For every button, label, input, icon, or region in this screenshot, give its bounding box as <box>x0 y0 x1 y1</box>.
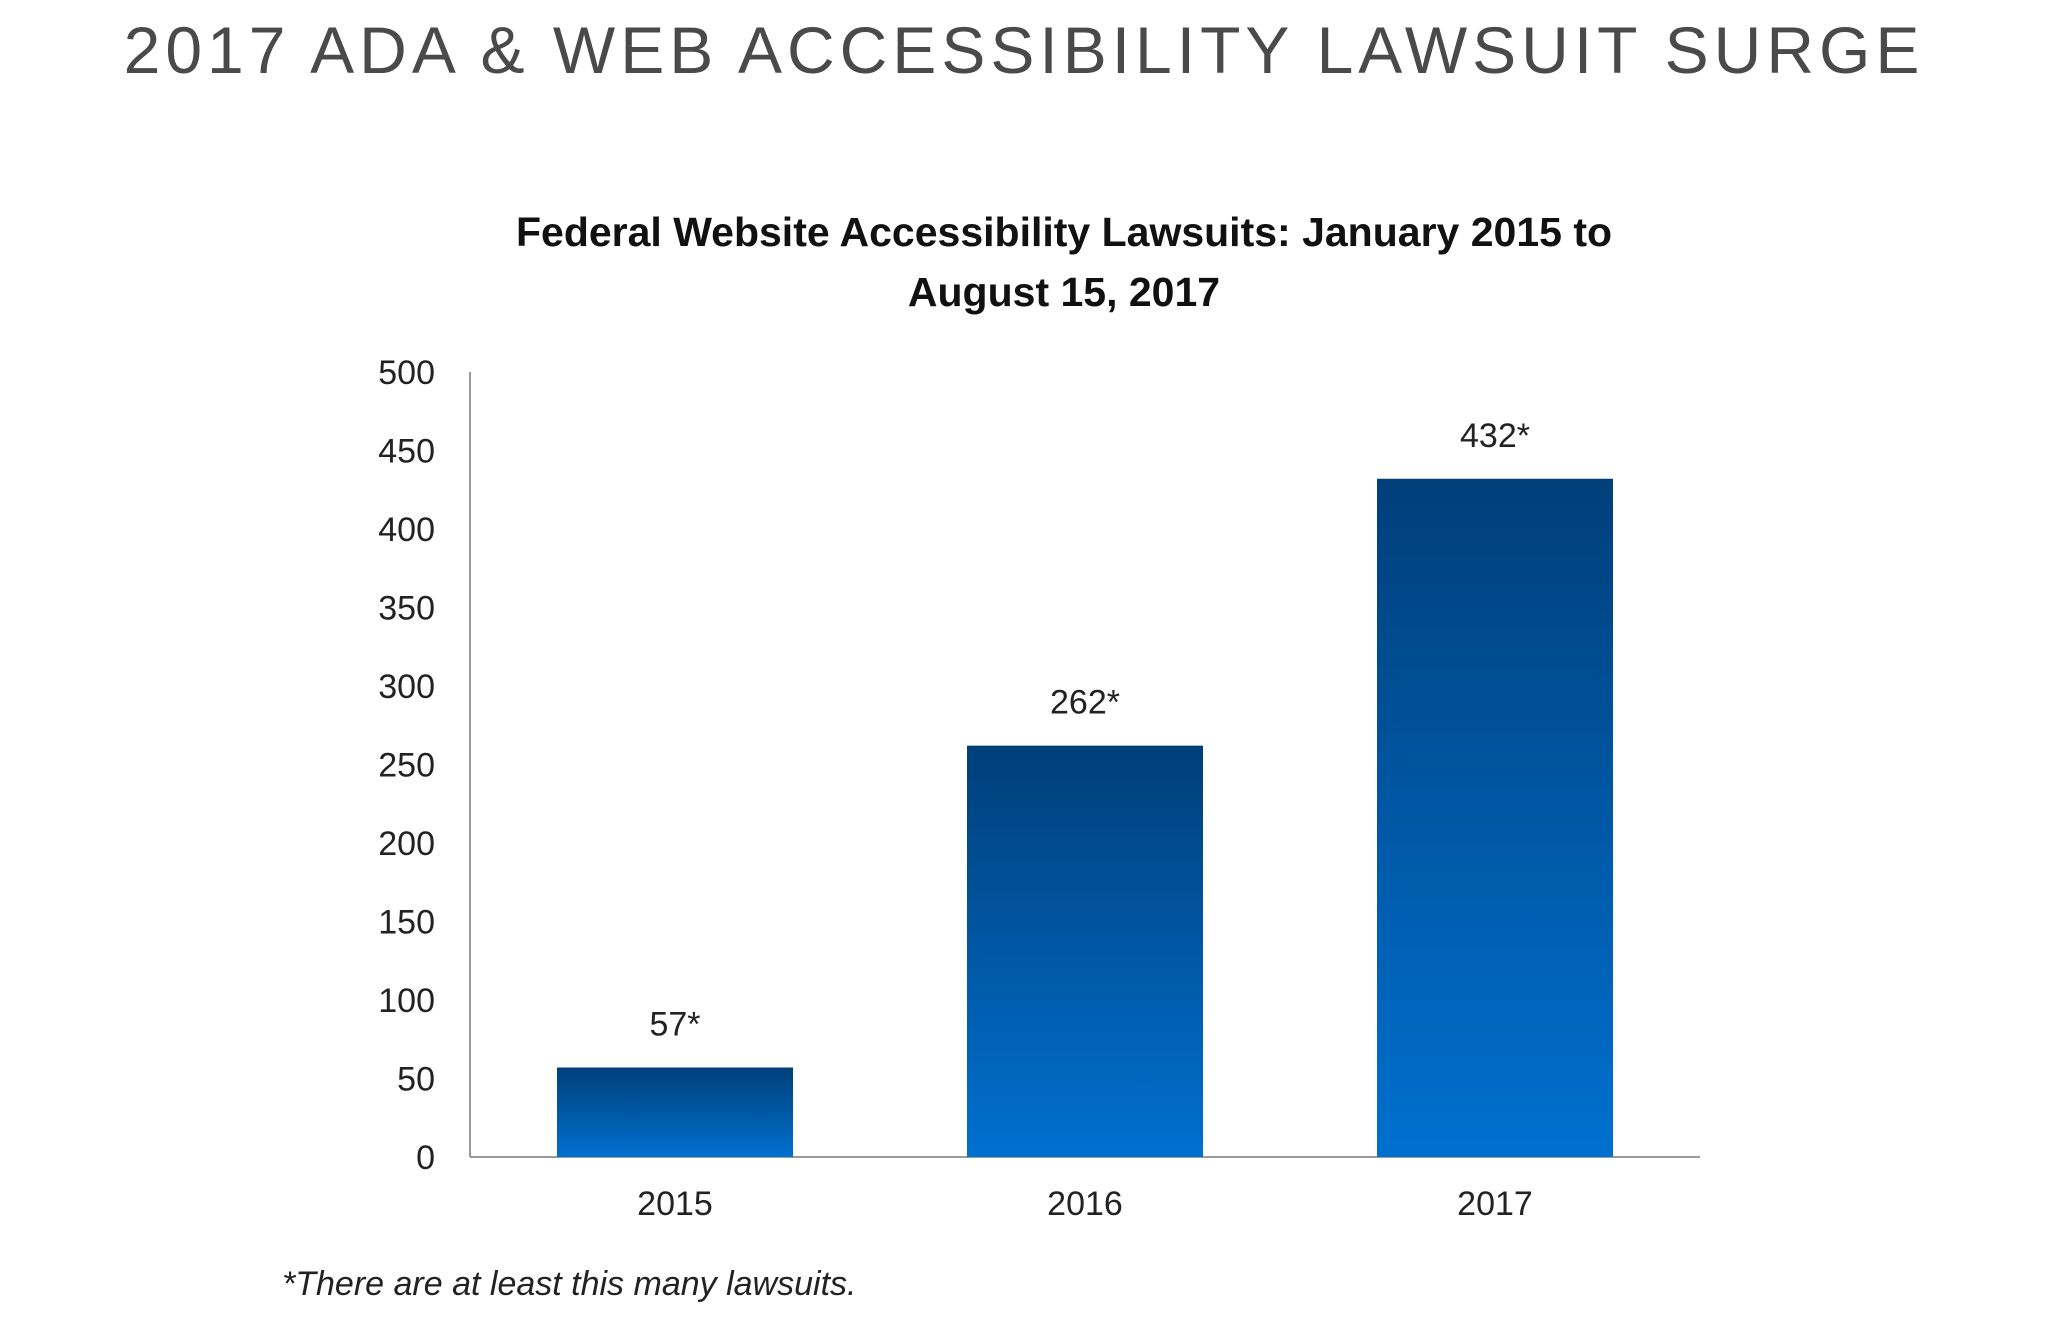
x-tick-label-2016: 2016 <box>1047 1185 1123 1223</box>
x-tick-label-2017: 2017 <box>1457 1185 1533 1223</box>
y-tick-labels: 0 50 100 150 200 250 300 350 400 450 500 <box>378 354 435 1177</box>
footnote: *There are at least this many lawsuits. <box>282 1265 857 1303</box>
y-tick-label: 300 <box>378 668 435 706</box>
data-label-2017: 432* <box>1460 417 1530 455</box>
bars <box>557 478 1613 1157</box>
y-tick-label: 150 <box>378 904 435 942</box>
y-tick-label: 0 <box>416 1139 435 1177</box>
bar-2015 <box>557 1067 793 1157</box>
data-label-2016: 262* <box>1050 684 1120 722</box>
y-tick-label: 350 <box>378 590 435 628</box>
y-tick-label: 200 <box>378 825 435 863</box>
y-tick-label: 250 <box>378 747 435 785</box>
x-tick-labels: 2015 2016 2017 <box>637 1185 1533 1223</box>
data-label-2015: 57* <box>649 1006 700 1044</box>
y-tick-label: 400 <box>378 511 435 549</box>
data-labels: 57* 262* 432* <box>649 417 1530 1044</box>
chart-title-line-2: August 15, 2017 <box>908 269 1220 315</box>
x-tick-label-2015: 2015 <box>637 1185 713 1223</box>
bar-2017 <box>1377 478 1613 1157</box>
bar-2016 <box>967 745 1203 1157</box>
y-tick-label: 100 <box>378 982 435 1020</box>
page-title: 2017 ADA & WEB ACCESSIBILITY LAWSUIT SUR… <box>123 13 1925 87</box>
y-tick-label: 50 <box>397 1061 435 1099</box>
y-tick-label: 450 <box>378 433 435 471</box>
y-tick-label: 500 <box>378 354 435 392</box>
chart-title-line-1: Federal Website Accessibility Lawsuits: … <box>516 209 1612 255</box>
chart-title: Federal Website Accessibility Lawsuits: … <box>516 209 1612 315</box>
